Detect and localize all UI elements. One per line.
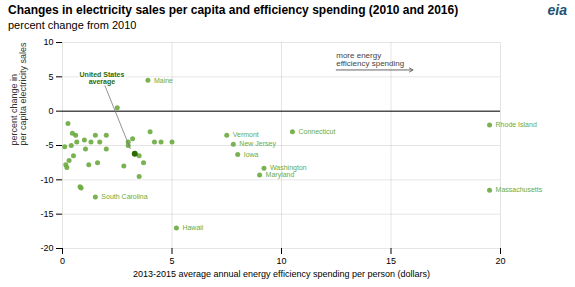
svg-text:10: 10 [276, 256, 286, 266]
svg-text:South Carolina: South Carolina [101, 193, 147, 200]
svg-text:Connecticut: Connecticut [298, 128, 335, 135]
svg-text:-15: -15 [40, 209, 53, 219]
svg-text:percent change inper capita el: percent change inper capita electricity … [9, 42, 28, 146]
svg-text:5: 5 [48, 72, 53, 82]
svg-text:-10: -10 [40, 175, 53, 185]
svg-text:Vermont: Vermont [233, 131, 259, 138]
svg-text:Hawaii: Hawaii [182, 224, 203, 231]
svg-text:Maryland: Maryland [266, 171, 295, 179]
svg-text:10: 10 [43, 37, 53, 47]
html-text:eia: eia [547, 2, 567, 18]
html-text:Changes in electricity sales p: Changes in electricity sales per capita … [8, 3, 459, 17]
svg-text:-20: -20 [40, 243, 53, 253]
svg-text:Rhode Island: Rhode Island [496, 121, 537, 128]
svg-text:0: 0 [60, 256, 65, 266]
svg-text:Massachusetts: Massachusetts [496, 186, 543, 193]
svg-text:New Jersey: New Jersey [239, 140, 276, 148]
svg-text:20: 20 [495, 256, 505, 266]
html-text:percent change from 2010: percent change from 2010 [8, 19, 137, 31]
svg-text:Maine: Maine [154, 77, 173, 84]
svg-text:2013-2015 average annual energ: 2013-2015 average annual energy efficien… [133, 269, 430, 279]
svg-text:more energyefficiency spending: more energyefficiency spending [336, 51, 404, 68]
svg-text:United Statesaverage: United Statesaverage [80, 71, 125, 86]
svg-text:0: 0 [48, 106, 53, 116]
svg-text:Iowa: Iowa [244, 151, 259, 158]
svg-text:-5: -5 [45, 140, 53, 150]
svg-text:5: 5 [169, 256, 174, 266]
svg-text:15: 15 [386, 256, 396, 266]
svg-text:Washington: Washington [270, 164, 307, 172]
